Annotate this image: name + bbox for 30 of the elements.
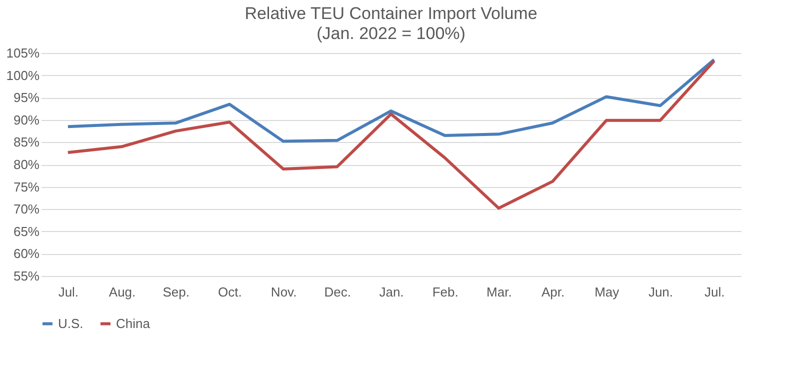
y-tick-label: 95% <box>13 90 40 106</box>
y-tick-label: 100% <box>6 68 40 83</box>
y-tick-label: 55% <box>13 268 40 284</box>
x-tick-label: Nov. <box>270 284 297 300</box>
y-tick-label: 80% <box>13 157 40 172</box>
x-tick-label: Dec. <box>324 284 352 300</box>
chart-title: Relative TEU Container Import Volume <box>244 4 538 23</box>
x-tick-label: Jan. <box>379 284 404 300</box>
chart-subtitle: (Jan. 2022 = 100%) <box>316 24 466 43</box>
x-tick-label: Aug. <box>108 284 136 300</box>
x-tick-label: Oct. <box>218 284 242 300</box>
line-series <box>66 58 716 143</box>
y-tick-label: 75% <box>13 179 40 194</box>
x-tick-label: Sep. <box>162 284 190 300</box>
y-tick-label: 85% <box>13 134 40 150</box>
legend-label: China <box>116 316 151 331</box>
x-tick-label: Apr. <box>541 284 565 300</box>
line-series <box>66 60 716 210</box>
x-tick-label: Mar. <box>486 284 512 300</box>
y-tick-label: 105% <box>6 46 40 60</box>
y-tick-label: 60% <box>13 246 40 262</box>
x-tick-label: Jul. <box>704 284 725 300</box>
x-tick-label: Feb. <box>432 284 458 300</box>
x-tick-label: Jul. <box>58 284 79 300</box>
x-tick-label: May <box>594 284 620 300</box>
y-tick-label: 70% <box>13 202 40 217</box>
legend-label: U.S. <box>58 316 84 331</box>
x-tick-label: Jun. <box>648 284 674 300</box>
y-tick-label: 90% <box>13 112 40 128</box>
y-tick-label: 65% <box>13 224 40 239</box>
